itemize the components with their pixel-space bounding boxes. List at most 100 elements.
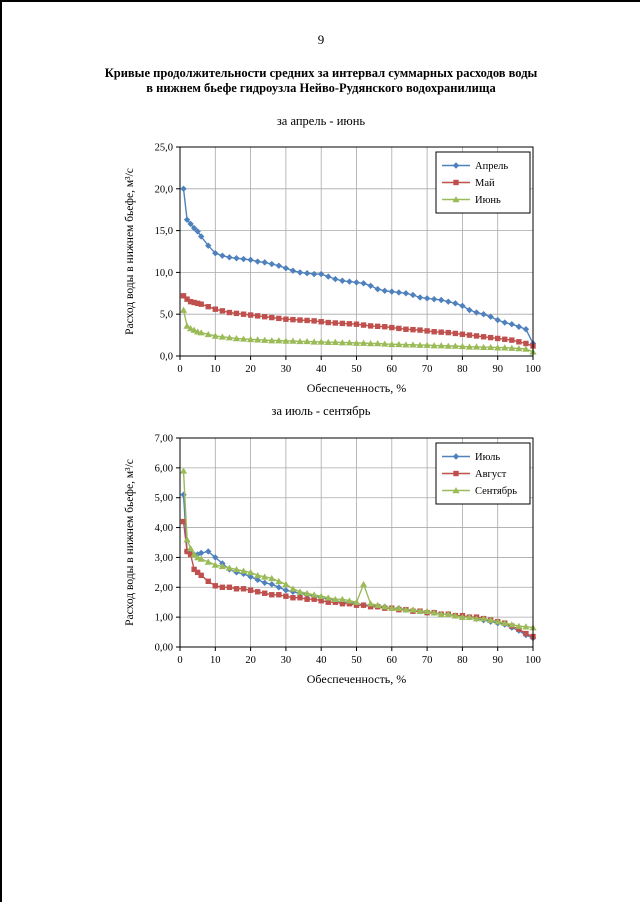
- y-axis-title: Расход воды в нижнем бьефе, м³/с: [124, 168, 136, 335]
- square-marker: [332, 599, 339, 605]
- square-marker: [254, 313, 261, 319]
- square-marker: [262, 590, 268, 596]
- triangle-marker: [338, 339, 346, 346]
- triangle-marker: [359, 339, 368, 346]
- square-marker: [473, 333, 480, 339]
- diamond-marker: [187, 220, 194, 228]
- diamond-marker: [247, 256, 254, 264]
- svg-text:15,0: 15,0: [155, 226, 173, 237]
- square-marker: [297, 317, 303, 323]
- square-marker: [198, 572, 204, 579]
- triangle-marker: [494, 344, 502, 351]
- square-marker: [212, 306, 218, 312]
- diamond-marker: [254, 576, 261, 584]
- triangle-marker: [345, 339, 354, 346]
- legend-label-0: Июль: [475, 452, 500, 463]
- square-marker: [247, 587, 254, 593]
- triangle-marker: [430, 342, 438, 349]
- legend: Июль Август Сентябрь: [435, 442, 531, 505]
- diamond-marker: [212, 249, 219, 257]
- square-marker: [445, 329, 451, 336]
- svg-text:2,00: 2,00: [155, 583, 173, 594]
- square-marker: [283, 316, 289, 322]
- triangle-marker: [232, 565, 241, 573]
- diamond-marker: [261, 259, 268, 266]
- triangle-marker: [430, 609, 438, 616]
- diamond-marker: [254, 258, 261, 265]
- chart-july-september-canvas: 0 10 20 30 40 50 60 70 80 90 100 0,00 1,00 2,00 3,00 4,…: [124, 434, 541, 687]
- triangle-marker: [479, 343, 488, 351]
- x-tick-labels: 0 10 20 30 40 50 60 70 80 90 100: [177, 364, 541, 375]
- triangle-marker: [310, 338, 318, 345]
- square-marker: [417, 327, 423, 333]
- diamond-marker: [194, 228, 201, 235]
- triangle-marker: [494, 618, 502, 625]
- square-marker: [495, 335, 501, 342]
- chart2-subtitle: за июль - сентябрь: [271, 404, 371, 418]
- svg-text:90: 90: [492, 364, 503, 375]
- diamond-marker: [332, 275, 339, 283]
- svg-text:20: 20: [245, 364, 256, 375]
- square-marker: [318, 598, 324, 604]
- triangle-marker: [204, 330, 212, 338]
- square-marker: [205, 303, 211, 310]
- triangle-marker: [359, 580, 368, 588]
- diamond-marker: [180, 185, 187, 192]
- triangle-marker: [409, 606, 417, 613]
- svg-text:10: 10: [210, 655, 221, 666]
- triangle-marker: [452, 196, 460, 203]
- triangle-marker: [515, 345, 523, 352]
- svg-text:10,0: 10,0: [155, 268, 173, 279]
- triangle-marker: [423, 341, 431, 348]
- plot-border: [179, 437, 534, 648]
- svg-text:1,00: 1,00: [155, 613, 173, 624]
- square-marker: [466, 332, 473, 338]
- chart1-subtitle: за апрель - июнь: [276, 114, 366, 128]
- svg-text:50: 50: [351, 655, 362, 666]
- triangle-marker: [218, 562, 226, 570]
- triangle-marker: [451, 612, 459, 619]
- triangle-marker: [275, 577, 283, 585]
- triangle-marker: [324, 338, 332, 346]
- triangle-marker: [324, 594, 332, 601]
- diamond-marker: [183, 216, 191, 223]
- svg-text:60: 60: [387, 364, 398, 375]
- square-marker: [516, 626, 522, 632]
- square-marker: [283, 593, 289, 599]
- series-0: [180, 185, 537, 347]
- square-marker: [187, 551, 194, 558]
- diamond-marker: [219, 252, 226, 259]
- triangle-marker: [352, 339, 361, 346]
- square-marker: [424, 328, 430, 334]
- square-marker: [233, 586, 240, 592]
- axis-ticks: [176, 437, 534, 651]
- triangle-marker: [289, 585, 297, 592]
- diamond-marker: [367, 282, 374, 289]
- diamond-marker: [423, 295, 431, 302]
- triangle-marker: [261, 336, 269, 343]
- square-marker: [502, 336, 508, 342]
- square-marker: [360, 322, 367, 328]
- triangle-marker: [501, 344, 509, 351]
- triangle-marker: [183, 536, 191, 543]
- square-marker: [180, 518, 187, 525]
- triangle-marker: [190, 326, 198, 333]
- triangle-marker: [183, 322, 191, 329]
- diamond-marker: [289, 267, 297, 274]
- square-marker: [304, 317, 310, 324]
- triangle-marker: [458, 342, 466, 350]
- square-marker: [431, 329, 437, 335]
- square-marker: [325, 599, 331, 605]
- svg-text:30: 30: [281, 655, 292, 666]
- diamond-marker: [494, 316, 501, 324]
- svg-text:0,00: 0,00: [155, 643, 173, 654]
- triangle-marker: [472, 615, 481, 622]
- svg-text:25,0: 25,0: [155, 143, 173, 154]
- svg-text:70: 70: [422, 655, 433, 666]
- diamond-marker: [374, 285, 381, 293]
- square-marker: [226, 309, 233, 316]
- chart-july-september: 0 10 20 30 40 50 60 70 80 90 100 0,00 1,00 2,00 3,00 4,…: [118, 429, 541, 698]
- triangle-marker: [508, 621, 516, 628]
- triangle-marker: [239, 335, 248, 342]
- triangle-marker: [197, 555, 205, 562]
